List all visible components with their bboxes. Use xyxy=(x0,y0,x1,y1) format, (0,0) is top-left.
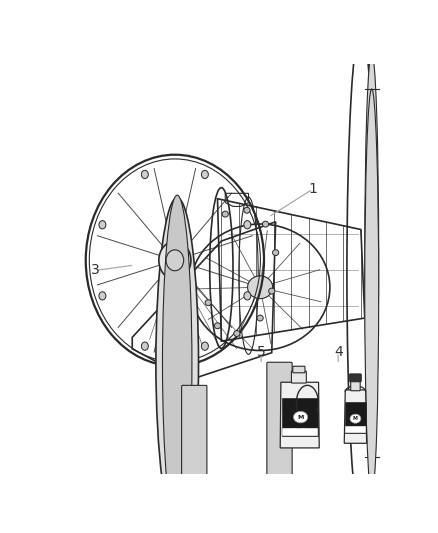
Ellipse shape xyxy=(262,221,268,227)
Text: 4: 4 xyxy=(334,345,343,359)
Ellipse shape xyxy=(205,300,211,305)
Text: 3: 3 xyxy=(91,263,100,277)
Text: 1: 1 xyxy=(308,182,317,196)
Text: MaxPro: MaxPro xyxy=(348,426,363,431)
FancyBboxPatch shape xyxy=(267,362,292,533)
Ellipse shape xyxy=(244,292,251,300)
Ellipse shape xyxy=(159,241,191,279)
Ellipse shape xyxy=(244,221,251,229)
FancyBboxPatch shape xyxy=(291,371,306,383)
FancyBboxPatch shape xyxy=(350,374,361,382)
FancyBboxPatch shape xyxy=(282,398,318,436)
Text: M: M xyxy=(353,416,358,421)
Ellipse shape xyxy=(257,315,263,321)
FancyBboxPatch shape xyxy=(182,385,207,533)
Polygon shape xyxy=(344,390,367,443)
FancyBboxPatch shape xyxy=(345,402,366,433)
Ellipse shape xyxy=(365,53,379,457)
FancyBboxPatch shape xyxy=(351,380,360,391)
Ellipse shape xyxy=(268,288,275,294)
Text: MaxPro: MaxPro xyxy=(290,428,311,433)
Ellipse shape xyxy=(244,207,250,213)
FancyBboxPatch shape xyxy=(282,428,318,436)
FancyBboxPatch shape xyxy=(293,366,305,373)
Ellipse shape xyxy=(141,342,148,350)
Ellipse shape xyxy=(166,250,184,271)
Ellipse shape xyxy=(293,411,308,423)
Ellipse shape xyxy=(141,171,148,179)
Ellipse shape xyxy=(99,221,106,229)
Ellipse shape xyxy=(162,195,192,530)
Ellipse shape xyxy=(222,211,228,217)
Ellipse shape xyxy=(201,342,208,350)
Text: 5: 5 xyxy=(257,345,265,359)
Ellipse shape xyxy=(201,171,208,179)
Ellipse shape xyxy=(247,276,273,298)
Ellipse shape xyxy=(350,414,361,423)
Ellipse shape xyxy=(234,330,240,336)
Polygon shape xyxy=(280,382,319,448)
Ellipse shape xyxy=(272,249,279,255)
Ellipse shape xyxy=(214,323,221,329)
Ellipse shape xyxy=(99,292,106,300)
Ellipse shape xyxy=(365,89,379,493)
Text: M: M xyxy=(297,415,304,419)
Ellipse shape xyxy=(156,198,198,528)
FancyBboxPatch shape xyxy=(345,426,366,433)
